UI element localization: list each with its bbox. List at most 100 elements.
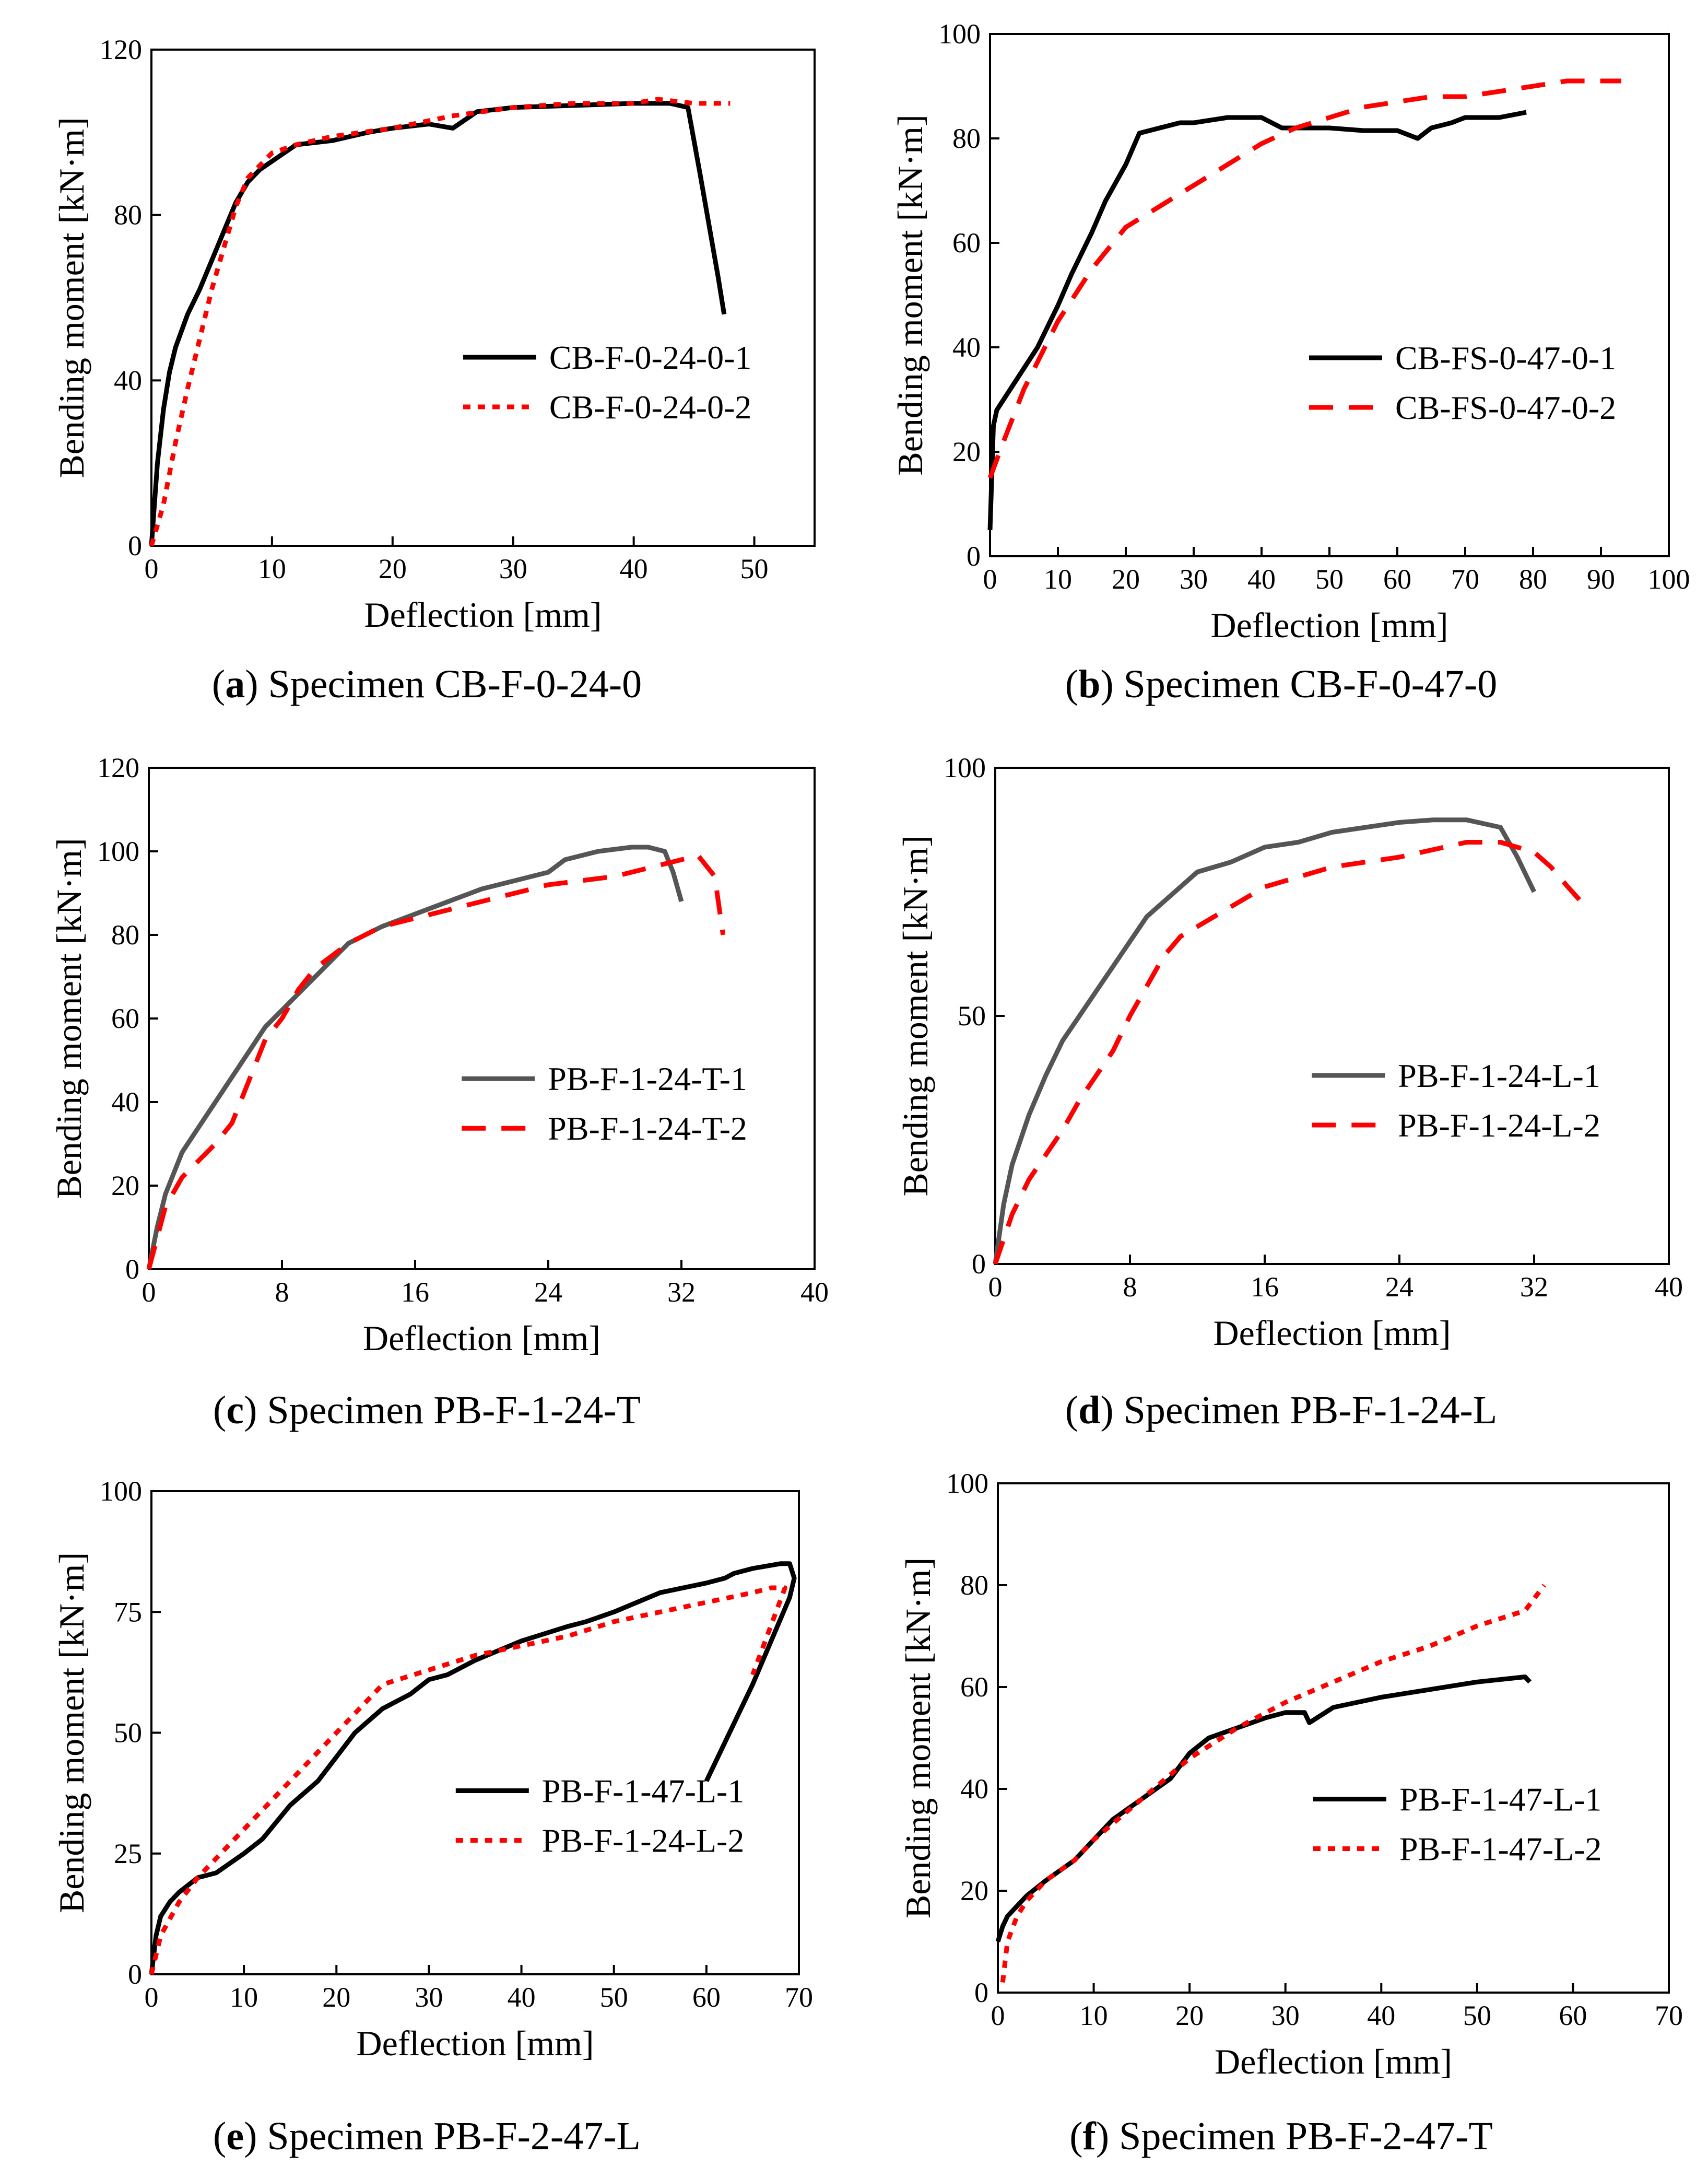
- legend-label: PB-F-1-47-L-2: [1399, 1831, 1602, 1868]
- chart-svg: 0 8 16 24 32 40 0 20 40 60 80 100 120 Deflection [mm]…: [49, 752, 829, 1432]
- chart-svg: 0 10 20 30 40 50 60 70 0 20 40 60 80 100 Deflection [m…: [898, 1468, 1683, 2158]
- x-tick-label: 70: [785, 1982, 813, 2013]
- y-tick-label: 80: [114, 200, 142, 231]
- caption-text: Specimen PB-F-1-24-T: [267, 1388, 641, 1432]
- x-tick-label: 20: [1175, 2000, 1204, 2031]
- plot-frame: [989, 33, 1670, 557]
- x-tick-label: 32: [667, 1277, 696, 1308]
- y-tick-label: 100: [944, 752, 986, 783]
- x-axis-title: Deflection [mm]: [363, 1318, 600, 1358]
- caption-letter: a: [225, 662, 245, 706]
- caption-text: Specimen PB-F-2-47-T: [1119, 2114, 1493, 2158]
- x-tick-label: 50: [600, 1982, 628, 2013]
- legend-label: PB-F-1-24-T-2: [548, 1110, 747, 1147]
- caption-text: Specimen CB-F-0-24-0: [268, 662, 642, 706]
- x-tick-label: 50: [740, 553, 769, 584]
- y-tick-label: 20: [952, 436, 981, 467]
- x-tick-label: 10: [1080, 2000, 1108, 2031]
- y-tick-label: 20: [960, 1875, 988, 1906]
- series-line-2: [1000, 1584, 1546, 1983]
- y-tick-label: 50: [958, 1000, 986, 1032]
- panel-caption: (f) Specimen PB-F-2-47-T: [1069, 2114, 1493, 2158]
- series-line-1: [995, 1675, 1532, 1942]
- legend-label: PB-F-1-24-L-2: [1398, 1107, 1600, 1144]
- x-tick-label: 8: [1123, 1271, 1137, 1303]
- legend-label: PB-F-1-47-L-1: [1399, 1781, 1602, 1818]
- y-tick-label: 100: [938, 18, 981, 50]
- chart-panel-e: 0 10 20 30 40 50 60 70 0 25 50 75 100 Deflection [mm]…: [0, 1452, 854, 2178]
- y-axis-title: Bending moment [kN·m]: [49, 838, 89, 1199]
- y-tick-label: 0: [967, 541, 981, 572]
- legend-label: CB-FS-0-47-0-1: [1395, 339, 1616, 377]
- x-tick-label: 100: [1648, 564, 1690, 595]
- x-tick-label: 40: [1247, 564, 1276, 595]
- x-tick-label: 40: [620, 553, 648, 584]
- y-tick-label: 60: [111, 1003, 139, 1034]
- series-line-1: [146, 845, 684, 1270]
- chart-panel-a: 0 10 20 30 40 50 0 40 80 120 Deflection [mm] Bendin…: [0, 0, 854, 726]
- y-tick-label: 80: [952, 123, 981, 154]
- panel-caption: (a) Specimen CB-F-0-24-0: [212, 662, 642, 706]
- chart-svg: 0 10 20 30 40 50 60 70 0 25 50 75 100 Deflection [mm]…: [52, 1476, 813, 2158]
- y-axis-title: Bending moment [kN·m]: [890, 114, 930, 475]
- x-axis-title: Deflection [mm]: [1210, 605, 1448, 645]
- x-tick-label: 70: [1451, 564, 1479, 595]
- x-tick-label: 60: [692, 1982, 721, 2013]
- y-tick-label: 60: [952, 227, 981, 259]
- series-line-1: [149, 101, 727, 546]
- x-tick-label: 30: [1271, 2000, 1300, 2031]
- y-tick-label: 100: [946, 1468, 988, 1499]
- y-tick-label: 40: [114, 365, 142, 396]
- panel-caption: (b) Specimen CB-F-0-47-0: [1065, 662, 1498, 706]
- x-tick-label: 0: [142, 1277, 156, 1308]
- x-tick-label: 32: [1520, 1271, 1548, 1303]
- legend-label: CB-F-0-24-0-2: [549, 389, 752, 426]
- y-tick-label: 80: [111, 919, 139, 951]
- y-tick-label: 25: [114, 1838, 142, 1869]
- chart-panel-c: 0 8 16 24 32 40 0 20 40 60 80 100 120 Deflection [mm]…: [0, 726, 854, 1452]
- series-line-2: [987, 78, 1621, 479]
- series-line-2: [149, 97, 731, 547]
- y-tick-label: 0: [974, 1977, 988, 2008]
- y-tick-label: 80: [960, 1570, 988, 1601]
- x-axis-title: Deflection [mm]: [356, 2023, 594, 2063]
- x-tick-label: 10: [230, 1982, 258, 2013]
- plot-frame: [148, 767, 816, 1270]
- series-line-1: [993, 817, 1537, 1264]
- x-axis-title: Deflection [mm]: [364, 595, 602, 635]
- panel-caption: (d) Specimen PB-F-1-24-L: [1065, 1388, 1498, 1432]
- caption-letter: e: [226, 2114, 244, 2158]
- caption-letter: d: [1078, 1388, 1100, 1432]
- caption-text: Specimen PB-F-2-47-L: [267, 2114, 641, 2158]
- x-tick-label: 16: [401, 1277, 429, 1308]
- y-tick-label: 40: [960, 1773, 988, 1805]
- series-line-2: [149, 1585, 787, 1975]
- x-tick-label: 0: [983, 564, 997, 595]
- x-tick-label: 20: [1112, 564, 1140, 595]
- chart-svg: 0 10 20 30 40 50 60 70 80 90 100 0 20 40 60 80 100 Deflec…: [890, 18, 1690, 706]
- x-tick-label: 50: [1463, 2000, 1491, 2031]
- x-tick-label: 40: [800, 1277, 829, 1308]
- series-line-1: [149, 1561, 797, 1975]
- chart-svg: 0 10 20 30 40 50 0 40 80 120 Deflection [mm] Bendin…: [52, 34, 816, 706]
- plot-frame: [150, 1490, 800, 1975]
- y-tick-label: 75: [114, 1596, 142, 1627]
- x-tick-label: 30: [1180, 564, 1208, 595]
- y-tick-label: 120: [97, 752, 139, 783]
- x-tick-label: 16: [1251, 1271, 1279, 1303]
- y-tick-label: 120: [100, 34, 142, 65]
- caption-text: Specimen CB-F-0-47-0: [1124, 662, 1498, 706]
- x-axis-title: Deflection [mm]: [1213, 1313, 1451, 1353]
- caption-text: Specimen PB-F-1-24-L: [1124, 1388, 1498, 1432]
- caption-letter: f: [1083, 2114, 1097, 2158]
- y-tick-label: 50: [114, 1717, 142, 1749]
- y-tick-label: 0: [125, 1254, 139, 1285]
- plot-frame: [997, 1482, 1670, 1994]
- y-axis-title: Bending moment [kN·m]: [52, 117, 91, 478]
- y-tick-label: 60: [960, 1671, 988, 1703]
- x-tick-label: 10: [258, 553, 286, 584]
- x-tick-label: 0: [988, 1271, 1003, 1303]
- legend-label: CB-F-0-24-0-1: [549, 339, 752, 376]
- y-tick-label: 0: [972, 1248, 986, 1280]
- x-tick-label: 60: [1383, 564, 1411, 595]
